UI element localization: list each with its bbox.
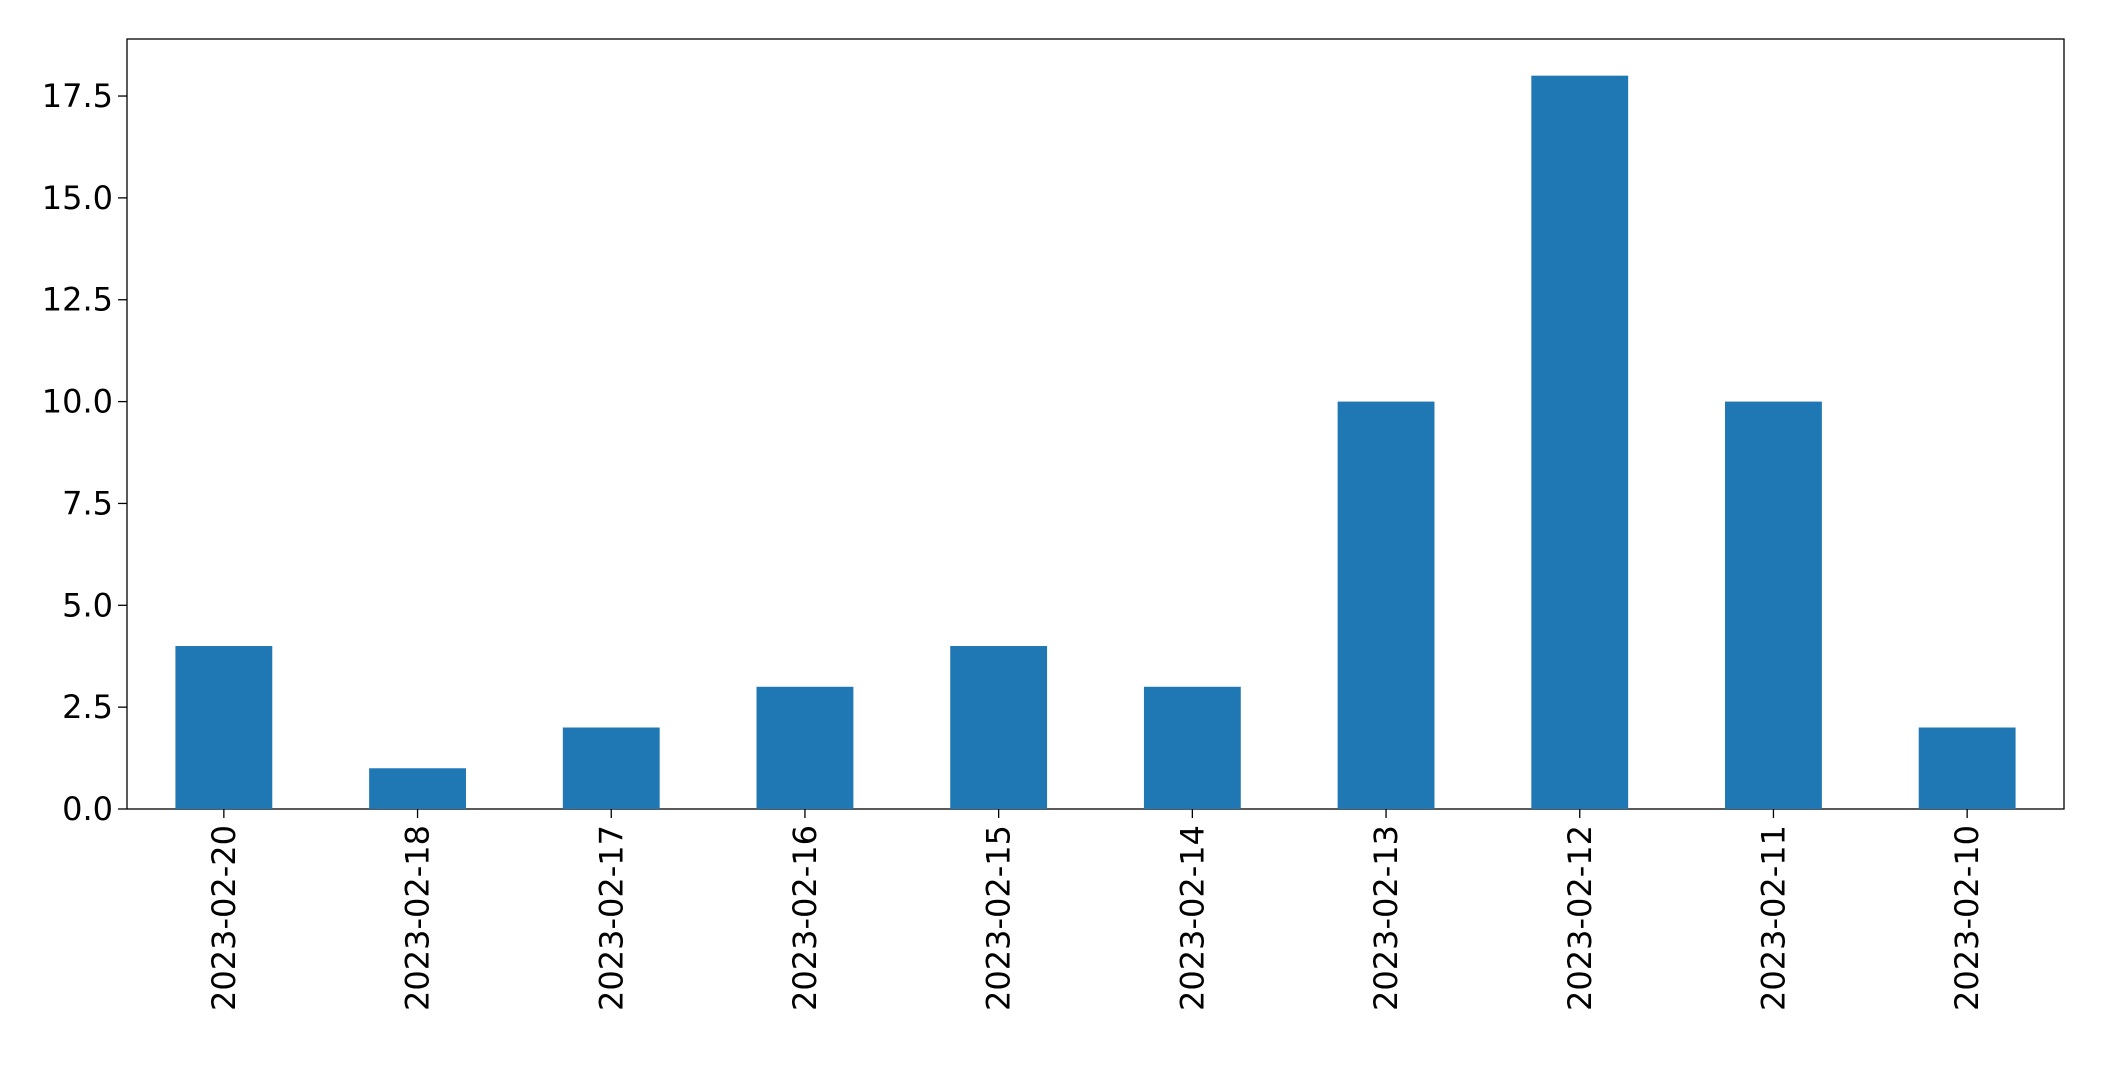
bar — [1918, 727, 2016, 809]
x-tick-label: 2023-02-17 — [592, 825, 630, 1011]
x-tick-label: 2023-02-13 — [1367, 825, 1405, 1011]
y-tick-label: 12.5 — [42, 281, 113, 319]
y-tick-label: 15.0 — [42, 179, 113, 217]
x-tick-label: 2023-02-15 — [980, 825, 1018, 1011]
bar — [950, 646, 1048, 809]
x-tick-label: 2023-02-12 — [1561, 825, 1599, 1011]
bar — [1143, 686, 1241, 809]
bar — [175, 646, 273, 809]
x-tick-label: 2023-02-18 — [399, 825, 437, 1011]
y-tick-label: 5.0 — [62, 586, 113, 624]
y-tick-label: 0.0 — [62, 790, 113, 828]
bar — [369, 768, 466, 809]
y-tick-label: 10.0 — [42, 383, 113, 421]
x-tick-label: 2023-02-16 — [786, 825, 824, 1011]
y-tick-label: 2.5 — [62, 688, 113, 726]
y-tick-label: 17.5 — [42, 77, 113, 115]
x-tick-label: 2023-02-14 — [1173, 825, 1211, 1011]
y-tick-label: 7.5 — [62, 484, 113, 522]
x-tick-label: 2023-02-20 — [205, 825, 243, 1011]
bar — [1725, 401, 1822, 809]
bar — [756, 686, 854, 809]
x-tick-label: 2023-02-10 — [1948, 825, 1986, 1011]
bar — [562, 727, 660, 809]
bar — [1531, 75, 1629, 809]
x-tick-label: 2023-02-11 — [1754, 825, 1792, 1011]
bar — [1337, 401, 1435, 809]
plot-frame — [126, 38, 2065, 810]
